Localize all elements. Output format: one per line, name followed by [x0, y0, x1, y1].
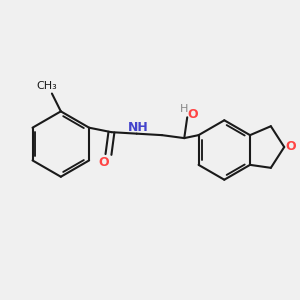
- Text: O: O: [187, 108, 198, 121]
- Text: CH₃: CH₃: [36, 81, 57, 91]
- Text: O: O: [286, 140, 296, 153]
- Text: NH: NH: [128, 121, 148, 134]
- Text: O: O: [99, 156, 109, 169]
- Text: H: H: [179, 104, 188, 114]
